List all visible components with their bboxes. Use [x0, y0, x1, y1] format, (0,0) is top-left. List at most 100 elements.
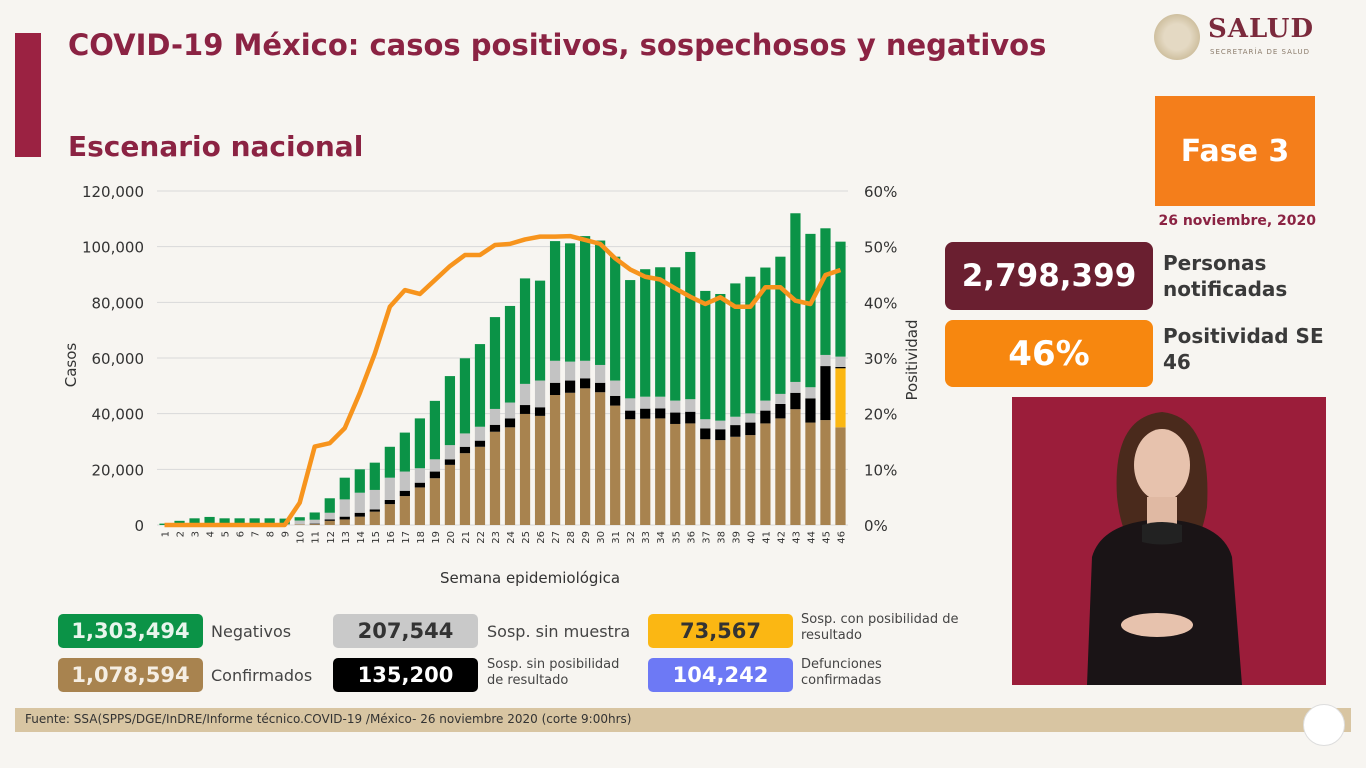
bar-sin_posibilidad: [595, 382, 606, 393]
bar-sin_muestra: [820, 354, 831, 367]
bar-sin_muestra: [655, 396, 666, 409]
x-tick-label: 26: [536, 531, 547, 544]
x-tick-label: 38: [716, 531, 727, 544]
x-tick-label: 25: [521, 531, 532, 544]
bar-sin_posibilidad: [610, 395, 621, 406]
bar-sin_muestra: [414, 468, 425, 483]
bar-negativos: [610, 256, 621, 381]
bar-negativos: [820, 228, 831, 355]
bar-confirmados: [700, 439, 711, 525]
footer-source: Fuente: SSA(SPPS/DGE/InDRE/Informe técni…: [15, 708, 1351, 732]
bar-confirmados: [309, 524, 320, 525]
bar-sin_muestra: [775, 393, 786, 404]
chart: 0 0% 20,000 10% 40,000 20% 60,000 30% 80,000 40% 1…: [62, 183, 921, 587]
bar-sin_posibilidad: [354, 512, 365, 517]
bar-sin_muestra: [444, 445, 456, 460]
x-tick-label: 24: [506, 531, 517, 544]
bar-confirmados: [790, 409, 801, 525]
bar-confirmados: [805, 422, 816, 525]
legend-negativos-value: 1,303,494: [58, 614, 203, 648]
bar-confirmados: [549, 395, 561, 525]
bar-confirmados: [354, 516, 365, 525]
x-axis-label: Semana epidemiológica: [440, 569, 620, 587]
bar-negativos: [369, 462, 380, 490]
bar-negativos: [294, 517, 305, 521]
x-tick-label: 39: [731, 531, 742, 544]
bar-sin_posibilidad: [534, 407, 546, 416]
bar-negativos: [715, 293, 726, 421]
bar-negativos: [219, 518, 230, 525]
x-tick-label: 28: [566, 531, 577, 544]
legend-con-posibilidad-value: 73,567: [648, 614, 793, 648]
bar-negativos: [459, 358, 471, 434]
bar-sin_muestra: [294, 520, 305, 525]
bar-confirmados: [730, 436, 741, 525]
bar-sin_posibilidad: [414, 482, 425, 488]
x-tick-label: 45: [821, 531, 832, 544]
bar-negativos: [549, 241, 561, 361]
bar-sin_posibilidad: [399, 490, 410, 497]
bar-sin_muestra: [730, 416, 741, 426]
bar-confirmados: [775, 418, 786, 525]
x-tick-label: 1: [161, 531, 172, 537]
bar-negativos: [745, 276, 756, 414]
bar-sin_posibilidad: [444, 459, 456, 465]
bar-confirmados: [760, 423, 771, 525]
bar-sin_muestra: [339, 499, 350, 517]
x-tick-label: 33: [641, 531, 652, 544]
bar-negativos: [204, 516, 215, 525]
bar-sin_posibilidad: [835, 366, 846, 369]
legend-sin-posibilidad-value: 135,200: [333, 658, 478, 692]
x-tick-label: 16: [386, 531, 397, 544]
bar-sin_posibilidad: [429, 471, 441, 479]
bar-negativos: [685, 251, 696, 400]
source-text: Fuente: SSA(SPPS/DGE/InDRE/Informe técni…: [25, 712, 632, 726]
legend-confirmados-label: Confirmados: [211, 666, 313, 685]
bar-sin_posibilidad: [640, 408, 651, 419]
x-tick-label: 35: [671, 531, 682, 544]
x-tick-label: 36: [686, 531, 697, 544]
report-date: 26 noviembre, 2020: [1158, 213, 1316, 229]
bar-sin_muestra: [790, 381, 801, 393]
salud-logo: SALUD SECRETARÍA DE SALUD: [1152, 12, 1322, 64]
bar-sin_muestra: [640, 396, 651, 409]
x-tick-label: 20: [446, 531, 457, 544]
x-tick-label: 22: [476, 531, 487, 544]
bar-sin_posibilidad: [775, 403, 786, 419]
bar-sin_posibilidad: [700, 428, 711, 440]
bar-confirmados: [429, 478, 441, 525]
bar-confirmados: [519, 413, 531, 525]
bar-sin_muestra: [670, 400, 681, 413]
bar-sin_muestra: [519, 383, 531, 406]
bar-confirmados: [715, 440, 726, 525]
bar-confirmados: [835, 427, 846, 525]
sign-language-video: [1012, 397, 1326, 685]
bar-negativos: [775, 256, 786, 394]
x-tick-label: 41: [761, 531, 772, 544]
x-tick-label: 42: [776, 531, 787, 544]
bar-sin_muestra: [354, 492, 365, 513]
y-axis-label: Casos: [62, 343, 80, 388]
bar-negativos: [324, 498, 335, 513]
bar-sin_muestra: [459, 433, 471, 447]
legend-sin-muestra-value: 207,544: [333, 614, 478, 648]
bar-sin_posibilidad: [730, 425, 741, 437]
bar-confirmados: [580, 388, 591, 525]
bar-negativos: [309, 512, 320, 520]
x-tick-label: 2: [176, 531, 187, 537]
x-tick-label: 10: [296, 531, 307, 544]
bar-confirmados: [670, 423, 681, 525]
x-tick-label: 13: [341, 531, 352, 544]
page-title: COVID-19 México: casos positivos, sospec…: [68, 28, 1047, 62]
legend-confirmados-value: 1,078,594: [58, 658, 203, 692]
bar-sin_posibilidad: [504, 418, 516, 428]
gobierno-mexico-logo: [1303, 704, 1345, 746]
positivity-value: 46%: [945, 320, 1153, 387]
bar-sin_muestra: [549, 360, 561, 383]
y2-tick-label: 0%: [864, 517, 888, 535]
bar-sin_muestra: [760, 400, 771, 411]
bar-confirmados: [489, 431, 501, 525]
bar-sin_posibilidad: [820, 366, 831, 421]
bar-negativos: [189, 518, 200, 525]
bar-confirmados: [504, 427, 516, 525]
